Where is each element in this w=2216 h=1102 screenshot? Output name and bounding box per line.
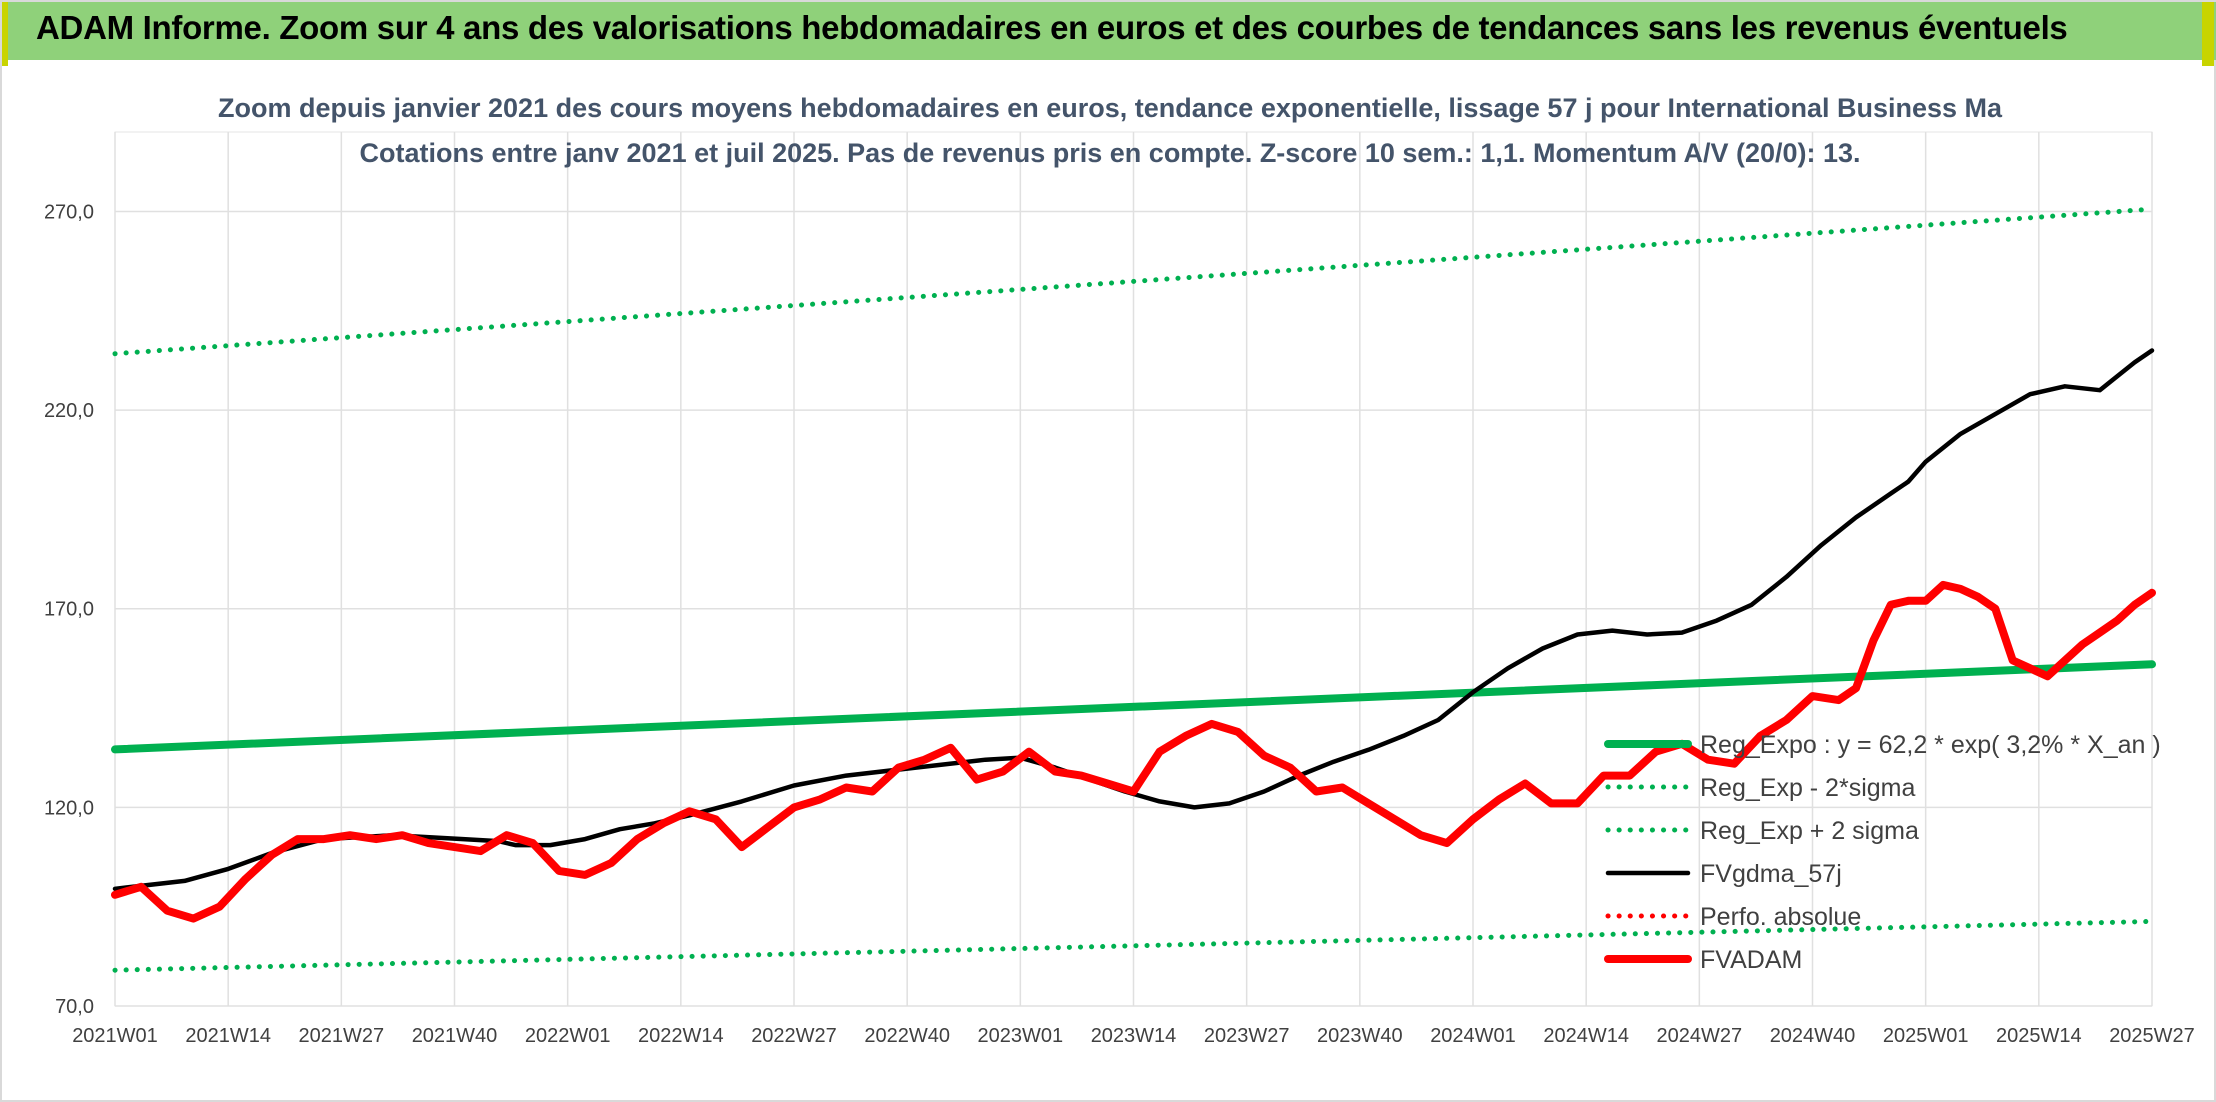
x-tick-label: 2021W40 — [412, 1025, 498, 1047]
series-line-1 — [112, 918, 2155, 973]
x-tick-label: 2023W40 — [1317, 1025, 1403, 1047]
x-tick-label: 2025W01 — [1883, 1025, 1969, 1047]
x-tick-label: 2023W14 — [1091, 1025, 1177, 1047]
legend-label-5: FVADAM — [1700, 946, 1802, 974]
y-tick-label: 220,0 — [44, 400, 94, 422]
series-line-0 — [111, 660, 2156, 754]
banner-title: ADAM Informe. Zoom sur 4 ans des valoris… — [36, 9, 2068, 46]
x-tick-label: 2024W01 — [1430, 1025, 1516, 1047]
x-axis: 2021W01 2021W14 2021W27 2021W40 2022W01 2022W… — [72, 1025, 2195, 1047]
x-tick-label: 2024W40 — [1770, 1025, 1856, 1047]
report-banner: ADAM Informe. Zoom sur 4 ans des valoris… — [2, 2, 2216, 60]
x-tick-label: 2022W14 — [638, 1025, 724, 1047]
x-tick-label: 2023W01 — [978, 1025, 1064, 1047]
series-line-3 — [112, 348, 2155, 892]
chart-title-line-2: Cotations entre janv 2021 et juil 2025. … — [359, 138, 1860, 168]
x-tick-label: 2024W27 — [1657, 1025, 1743, 1047]
chart-gridlines — [114, 131, 2153, 1007]
x-tick-label: 2021W14 — [185, 1025, 271, 1047]
legend-label-2: Reg_Exp + 2 sigma — [1700, 817, 1919, 845]
y-tick-label: 170,0 — [44, 599, 94, 621]
series-line-5 — [111, 580, 2156, 923]
legend-label-1: Reg_Exp - 2*sigma — [1700, 774, 1915, 802]
x-tick-label: 2022W27 — [751, 1025, 837, 1047]
y-tick-label: 120,0 — [44, 797, 94, 819]
x-tick-label: 2022W01 — [525, 1025, 611, 1047]
y-tick-label: 270,0 — [44, 201, 94, 223]
chart-title-line-1: Zoom depuis janvier 2021 des cours moyen… — [218, 93, 2003, 123]
x-tick-label: 2023W27 — [1204, 1025, 1290, 1047]
x-tick-label: 2021W01 — [72, 1025, 158, 1047]
x-tick-label: 2022W40 — [864, 1025, 950, 1047]
series-line-2 — [112, 206, 2155, 357]
banner-accent-right — [2202, 2, 2214, 66]
legend-label-3: FVgdma_57j — [1700, 860, 1842, 888]
legend-label-0: Reg_Expo : y = 62,2 * exp( 3,2% * X_an ) — [1700, 731, 2161, 759]
x-tick-label: 2021W27 — [299, 1025, 385, 1047]
banner-accent-left — [2, 2, 8, 66]
x-tick-label: 2024W14 — [1543, 1025, 1629, 1047]
x-tick-label: 2025W14 — [1996, 1025, 2082, 1047]
y-tick-label: 70,0 — [55, 996, 94, 1018]
x-tick-label: 2025W27 — [2109, 1025, 2195, 1047]
legend-label-4: Perfo. absolue — [1700, 903, 1861, 931]
chart-legend: Reg_Expo : y = 62,2 * exp( 3,2% * X_an )… — [1604, 731, 2161, 974]
chart-series — [111, 206, 2156, 973]
y-axis: 70,0 120,0 170,0 220,0 270,0 — [44, 201, 94, 1018]
